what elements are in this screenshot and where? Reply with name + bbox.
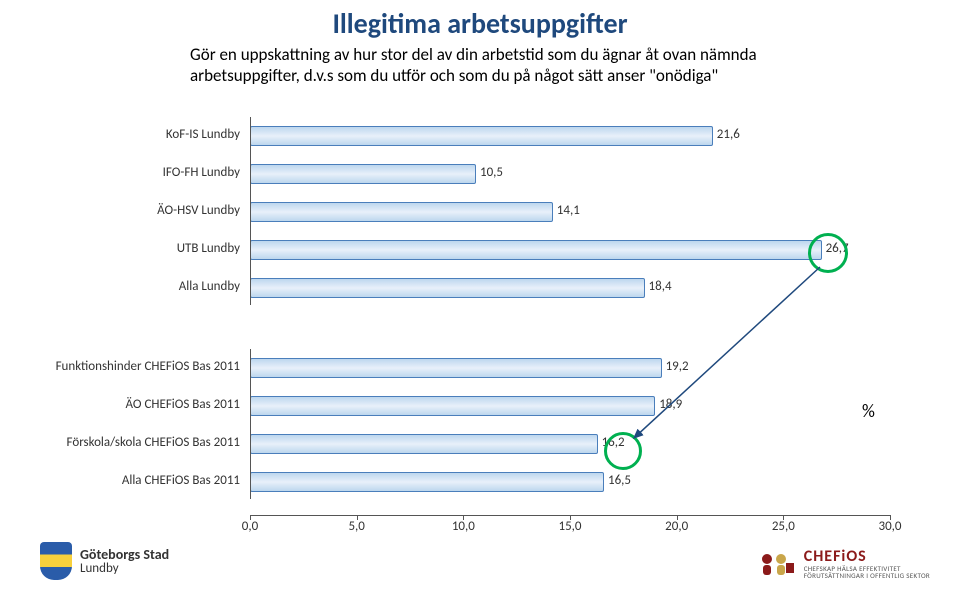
logo-left-line1: Göteborgs Stad [80, 548, 169, 562]
logo-right-text: CHEFiOS CHEFSKAP HÄLSA EFFEKTIVITET FÖRU… [804, 549, 930, 579]
logo-left-line2: Lundby [80, 562, 169, 575]
logo-right-line1: CHEFiOS [804, 549, 930, 565]
chefios-icon [756, 549, 796, 579]
shield-icon [40, 542, 72, 580]
logo-goteborgs-stad: Göteborgs Stad Lundby [40, 541, 169, 581]
arrow-annotation [0, 0, 960, 593]
logo-right-line3: FÖRUTSÄTTNINGAR I OFFENTLIG SEKTOR [804, 572, 930, 579]
logo-left-text: Göteborgs Stad Lundby [80, 548, 169, 575]
logo-chefios: CHEFiOS CHEFSKAP HÄLSA EFFEKTIVITET FÖRU… [756, 549, 930, 579]
